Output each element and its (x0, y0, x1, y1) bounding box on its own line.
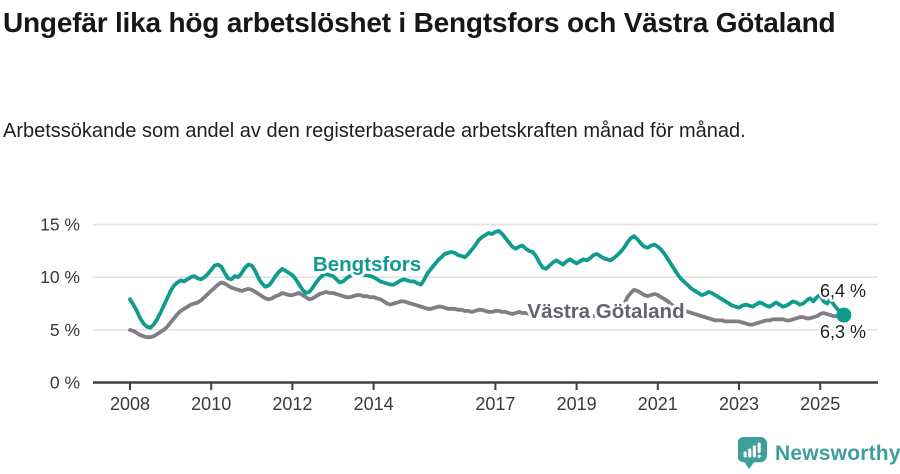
newsworthy-brand: Newsworthy (738, 437, 900, 471)
chart-title: Ungefär lika hög arbetslöshet i Bengtsfo… (3, 7, 836, 38)
chart-subtitle: Arbetssökande som andel av den registerb… (3, 120, 746, 142)
bengtsfors-line (128, 228, 846, 330)
x-tick-label-2014: 2014 (354, 394, 394, 414)
x-tick-label-2023: 2023 (719, 394, 759, 414)
line-chart: 0 % 5 % 10 % 15 % 2008 2010 2012 2014 2017 2019 20… (40, 215, 878, 414)
x-tick-label-2021: 2021 (638, 394, 678, 414)
y-tick-label-0: 0 % (50, 373, 80, 393)
x-tick-label-2019: 2019 (557, 394, 597, 414)
bengtsfors-end-dot (836, 307, 852, 323)
x-tick-label-2010: 2010 (191, 394, 231, 414)
y-tick-label-5: 5 % (50, 320, 80, 340)
newsworthy-logo-icon (738, 437, 768, 470)
y-tick-label-15: 15 % (40, 215, 80, 235)
y-tick-label-10: 10 % (40, 267, 80, 287)
vastra-gotaland-series-label: Västra Götaland (527, 300, 684, 323)
bengtsfors-end-value: 6,4 % (820, 281, 866, 301)
x-tick-label-2012: 2012 (272, 394, 312, 414)
x-tick-label-2017: 2017 (475, 394, 515, 414)
x-tick-label-2025: 2025 (800, 394, 840, 414)
vastra-gotaland-end-value: 6,3 % (820, 322, 866, 342)
x-tick-label-2008: 2008 (110, 394, 150, 414)
bengtsfors-series-label: Bengtsfors (313, 253, 421, 276)
vastra-gotaland-line (128, 280, 846, 340)
newsworthy-brand-text: Newsworthy (775, 442, 900, 465)
